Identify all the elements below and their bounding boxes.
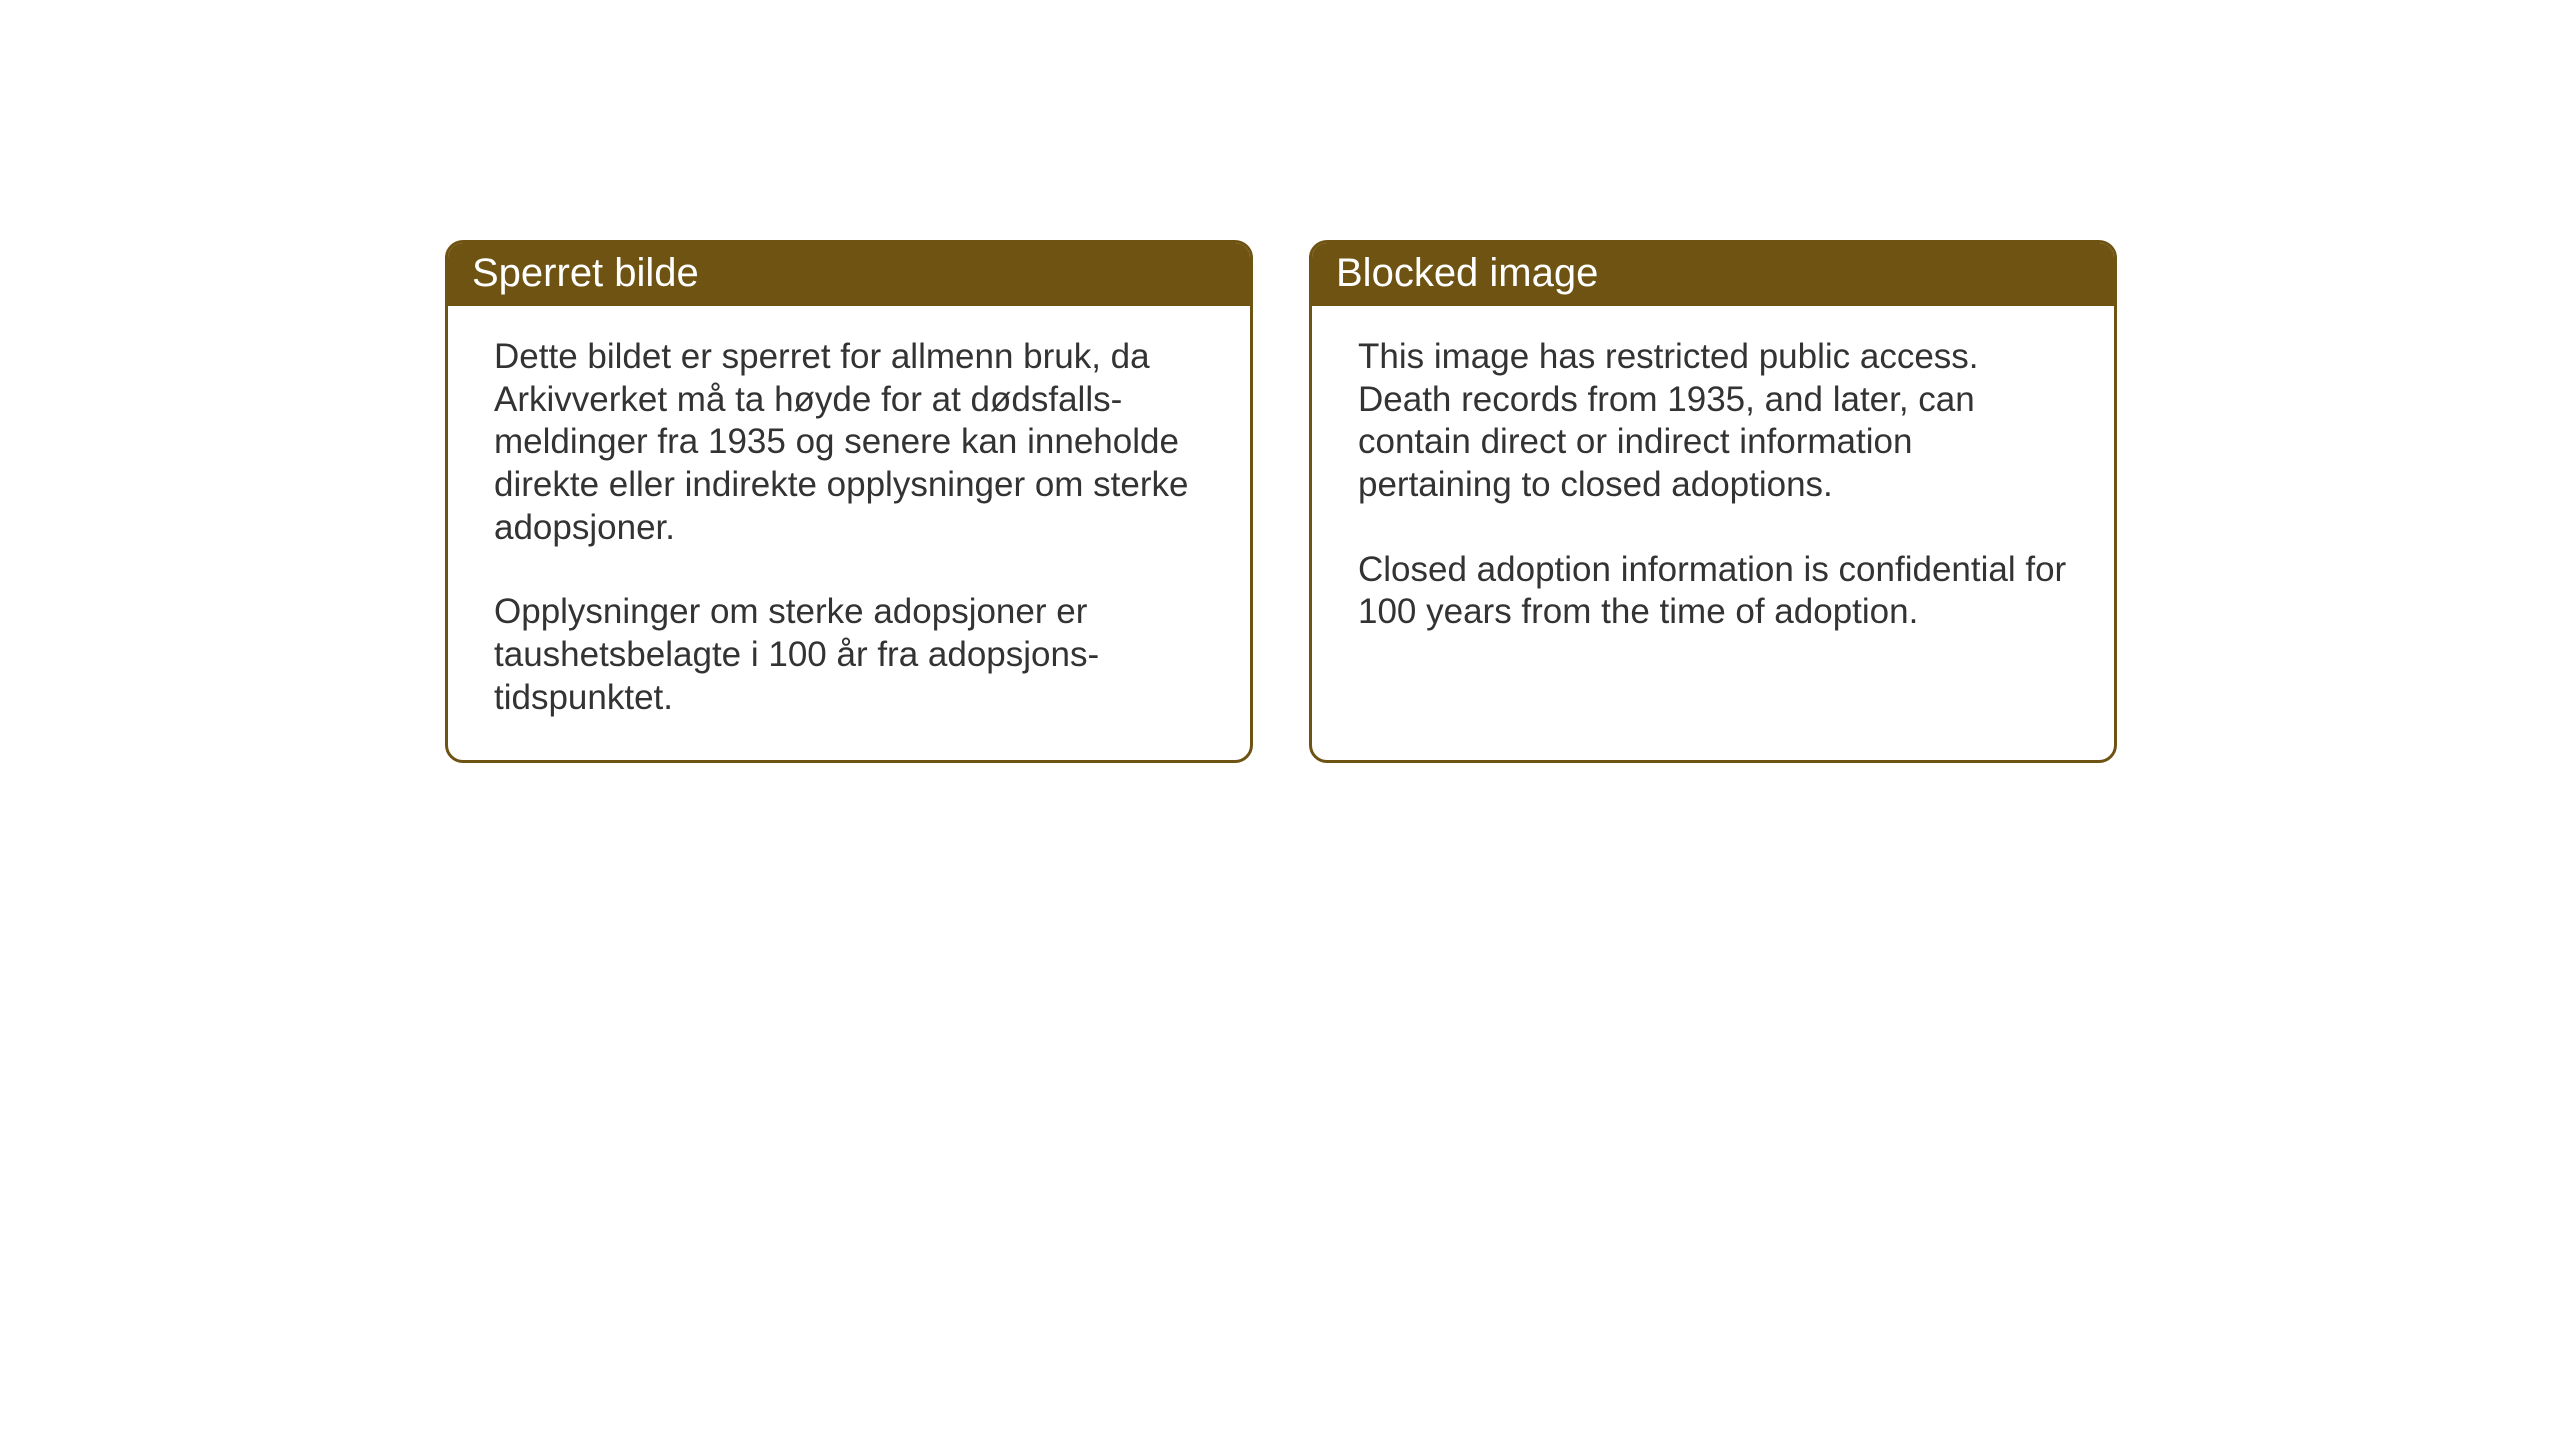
notice-card-english: Blocked image This image has restricted … xyxy=(1309,240,2117,763)
notice-paragraph: Opplysninger om sterke adopsjoner er tau… xyxy=(494,591,1210,719)
notice-container: Sperret bilde Dette bildet er sperret fo… xyxy=(445,240,2117,763)
notice-header-norwegian: Sperret bilde xyxy=(448,243,1250,306)
notice-body-norwegian: Dette bildet er sperret for allmenn bruk… xyxy=(448,306,1250,760)
notice-paragraph: This image has restricted public access.… xyxy=(1358,336,2074,507)
notice-paragraph: Closed adoption information is confident… xyxy=(1358,549,2074,634)
notice-body-english: This image has restricted public access.… xyxy=(1312,306,2114,674)
notice-paragraph: Dette bildet er sperret for allmenn bruk… xyxy=(494,336,1210,549)
notice-header-english: Blocked image xyxy=(1312,243,2114,306)
notice-card-norwegian: Sperret bilde Dette bildet er sperret fo… xyxy=(445,240,1253,763)
